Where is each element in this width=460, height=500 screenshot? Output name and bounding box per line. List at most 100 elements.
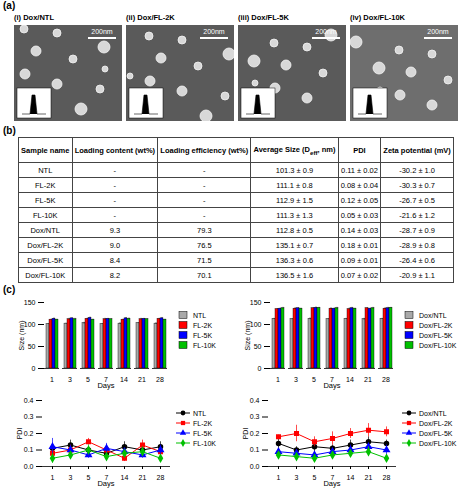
html-text:Average Size (Deff, nm): Average Size (Deff, nm) — [253, 144, 336, 156]
svg-text:1: 1 — [50, 376, 54, 383]
svg-text:1: 1 — [276, 376, 280, 383]
svg-text:100: 100 — [24, 321, 36, 328]
svg-text:0: 0 — [32, 365, 36, 372]
html-text:76.5: 76.5 — [197, 240, 212, 250]
svg-text:21: 21 — [364, 376, 372, 383]
svg-text:5: 5 — [313, 474, 317, 481]
html-text:101.3 ± 0.9: 101.3 ± 0.9 — [275, 165, 314, 175]
html-text:-30.2 ± 1.0: -30.2 ± 1.0 — [399, 165, 435, 175]
svg-text:14: 14 — [346, 376, 354, 383]
svg-text:200nm: 200nm — [315, 28, 337, 35]
svg-text:Size (nm): Size (nm) — [18, 321, 26, 351]
html-text:-28.7 ± 0.9: -28.7 ± 0.9 — [399, 225, 435, 235]
svg-text:21: 21 — [138, 376, 146, 383]
svg-text:5: 5 — [87, 474, 91, 481]
svg-text:PDI: PDI — [242, 428, 249, 440]
html-text:Dox/FL-2K: Dox/FL-2K — [27, 240, 64, 250]
svg-text:150: 150 — [250, 299, 262, 306]
svg-text:0.2: 0.2 — [24, 430, 34, 437]
svg-text:50: 50 — [254, 343, 262, 350]
html-text:0.14 ± 0.03: 0.14 ± 0.03 — [340, 225, 379, 235]
svg-text:0.3: 0.3 — [24, 413, 34, 420]
html-text:FL-2K: FL-2K — [35, 180, 56, 190]
svg-text:200nm: 200nm — [91, 28, 113, 35]
html-text:79.3: 79.3 — [197, 225, 212, 235]
svg-text:0.4: 0.4 — [24, 397, 34, 404]
html-text:0.12 ± 0.05: 0.12 ± 0.05 — [340, 195, 379, 205]
svg-text:0.1: 0.1 — [24, 446, 34, 453]
svg-text:0.1: 0.1 — [250, 446, 260, 453]
svg-text:3: 3 — [295, 474, 299, 481]
html-text:9.3: 9.3 — [109, 225, 121, 235]
svg-text:0: 0 — [258, 365, 262, 372]
html-text:Zeta potential (mV): Zeta potential (mV) — [383, 145, 451, 155]
html-text:135.1 ± 0.7: 135.1 ± 0.7 — [275, 240, 314, 250]
svg-text:0.4: 0.4 — [250, 397, 260, 404]
html-text:111.1 ± 0.8: 111.1 ± 0.8 — [276, 180, 313, 190]
html-text:70.1: 70.1 — [197, 270, 212, 280]
html-text:112.8 ± 0.5: 112.8 ± 0.5 — [276, 225, 313, 235]
svg-text:200nm: 200nm — [203, 28, 225, 35]
svg-text:21: 21 — [365, 474, 373, 481]
svg-text:14: 14 — [121, 474, 129, 481]
html-text:71.5: 71.5 — [197, 255, 212, 265]
svg-text:3: 3 — [294, 376, 298, 383]
html-text:0.09 ± 0.01: 0.09 ± 0.01 — [340, 255, 379, 265]
svg-text:5: 5 — [312, 376, 316, 383]
svg-text:28: 28 — [383, 474, 391, 481]
svg-text:0.0: 0.0 — [24, 463, 34, 470]
svg-text:PDI: PDI — [16, 428, 23, 440]
html-text:8.4: 8.4 — [109, 255, 121, 265]
html-text:-26.4 ± 0.6: -26.4 ± 0.6 — [399, 255, 435, 265]
svg-text:0.3: 0.3 — [250, 413, 260, 420]
svg-text:150: 150 — [24, 299, 36, 306]
html-text:-21.6 ± 1.2: -21.6 ± 1.2 — [399, 210, 435, 220]
html-text:8.2: 8.2 — [109, 270, 121, 280]
html-text:FL-10K: FL-10K — [33, 210, 58, 220]
html-text:Loading content (wt%): Loading content (wt%) — [74, 145, 155, 155]
html-text:(b): (b) — [3, 125, 16, 136]
svg-text:50: 50 — [28, 343, 36, 350]
svg-text:14: 14 — [120, 376, 128, 383]
html-text:-26.7 ± 0.5: -26.7 ± 0.5 — [399, 195, 435, 205]
html-text:9.0: 9.0 — [109, 240, 121, 250]
svg-text:28: 28 — [157, 474, 165, 481]
svg-text:5: 5 — [86, 376, 90, 383]
html-text:112.9 ± 1.5: 112.9 ± 1.5 — [276, 195, 313, 205]
html-text:PDI: PDI — [353, 145, 366, 155]
html-text:0.07 ± 0.02: 0.07 ± 0.02 — [340, 270, 379, 280]
html-text:0.18 ± 0.01: 0.18 ± 0.01 — [340, 240, 379, 250]
html-text:FL-5K: FL-5K — [35, 195, 56, 205]
svg-text:0.2: 0.2 — [250, 430, 260, 437]
svg-text:3: 3 — [69, 474, 73, 481]
html-text:(c): (c) — [3, 284, 16, 295]
svg-text:100: 100 — [250, 321, 262, 328]
html-text:111.3 ± 1.3: 111.3 ± 1.3 — [276, 210, 313, 220]
html-text:(a): (a) — [3, 0, 16, 11]
html-text:Dox/FL-5K: Dox/FL-5K — [27, 255, 64, 265]
svg-text:0.0: 0.0 — [250, 463, 260, 470]
svg-text:1: 1 — [277, 474, 281, 481]
html-text:136.3 ± 0.6: 136.3 ± 0.6 — [275, 255, 314, 265]
html-text:-30.3 ± 0.7: -30.3 ± 0.7 — [399, 180, 435, 190]
html-text:Sample name: Sample name — [21, 145, 70, 155]
html-text:(i) Dox/NTL: (i) Dox/NTL — [14, 13, 54, 22]
html-text:0.08 ± 0.04: 0.08 ± 0.04 — [340, 180, 379, 190]
html-text:NTL: NTL — [38, 165, 53, 175]
svg-text:28: 28 — [382, 376, 390, 383]
html-text:-20.9 ± 1.1: -20.9 ± 1.1 — [399, 270, 435, 280]
html-text:136.5 ± 1.6: 136.5 ± 1.6 — [275, 270, 314, 280]
html-text:-28.9 ± 0.8: -28.9 ± 0.8 — [399, 240, 435, 250]
svg-text:21: 21 — [139, 474, 147, 481]
html-text:0.05 ± 0.03: 0.05 ± 0.03 — [340, 210, 379, 220]
html-text:Loading efficiency (wt%): Loading efficiency (wt%) — [160, 145, 249, 155]
svg-text:28: 28 — [156, 376, 164, 383]
svg-text:Size (nm): Size (nm) — [244, 321, 252, 351]
html-text:Dox/FL-10K: Dox/FL-10K — [25, 270, 66, 280]
svg-text:3: 3 — [68, 376, 72, 383]
svg-text:14: 14 — [347, 474, 355, 481]
svg-text:200nm: 200nm — [427, 28, 449, 35]
html-text:Dox/NTL: Dox/NTL — [30, 225, 60, 235]
svg-text:1: 1 — [51, 474, 55, 481]
html-text:0.11 ± 0.02: 0.11 ± 0.02 — [341, 165, 378, 175]
